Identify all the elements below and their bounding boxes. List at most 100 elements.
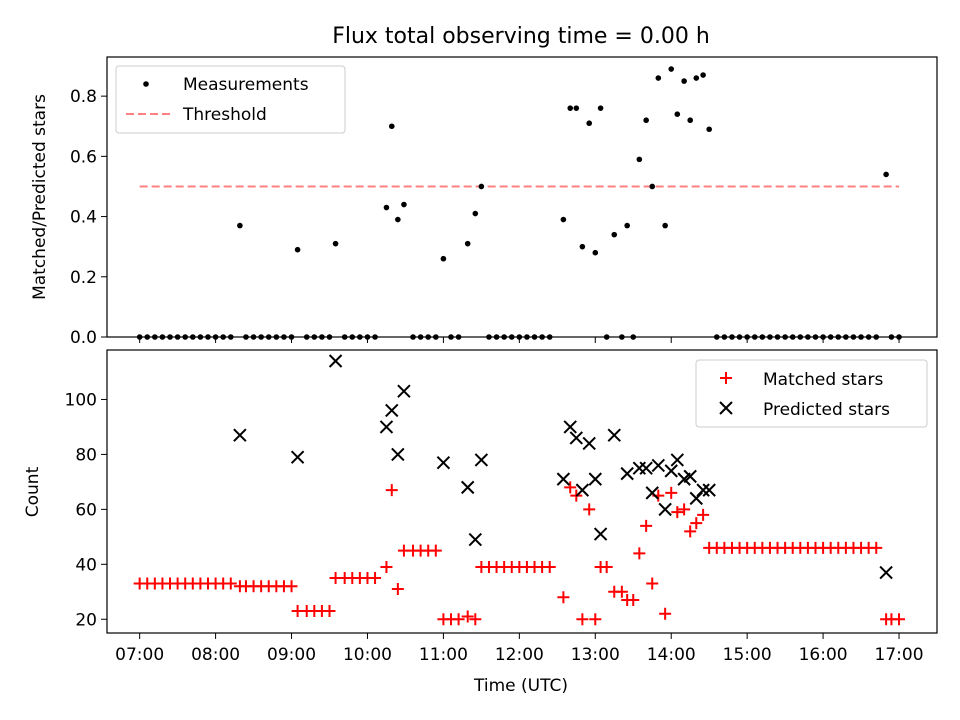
predicted-stars-point <box>328 354 343 368</box>
ratio-panel: 0.00.20.40.60.8 Matched/Predicted stars … <box>30 56 938 348</box>
measurement-point <box>478 183 485 190</box>
measurement-point <box>687 117 694 124</box>
matched-stars-point <box>369 572 382 585</box>
count-y-axis: 20 40 60 80 100 <box>65 390 107 630</box>
predicted-stars-point <box>702 483 716 497</box>
ratio-y-axis: 0.0 0.2 0.4 0.6 0.8 <box>70 87 107 348</box>
matched-stars-point <box>285 580 298 593</box>
measurement-point <box>643 117 649 124</box>
predicted-stars-point <box>664 464 678 478</box>
matched-stars-point <box>665 486 678 499</box>
y-tick-label: 0.4 <box>70 208 97 228</box>
matched-stars-point <box>557 591 570 604</box>
predicted-stars-point <box>563 420 577 434</box>
matched-stars-point <box>391 583 404 596</box>
measurement-point <box>579 243 586 250</box>
measurement-point <box>567 105 574 111</box>
ratio-y-axis-label: Matched/Predicted stars <box>30 94 50 300</box>
measurement-point <box>592 249 599 256</box>
x-tick-label: 17:00 <box>875 645 924 665</box>
measurement-point <box>440 255 447 262</box>
ratio-legend-box <box>115 65 346 134</box>
measurement-point <box>700 72 706 78</box>
predicted-stars-point <box>879 565 893 580</box>
predicted-stars-point <box>233 428 247 442</box>
y-tick-label: 0.0 <box>70 328 97 348</box>
predicted-stars-point <box>651 458 666 473</box>
measurement-point <box>597 105 604 111</box>
y-tick-label: 60 <box>75 500 97 520</box>
predicted-stars-point <box>575 483 590 497</box>
count-plot-area <box>133 354 906 626</box>
y-tick-label: 0.8 <box>70 87 97 107</box>
y-tick-label: 20 <box>75 610 97 630</box>
predicted-stars-point <box>658 502 672 517</box>
predicted-stars-point <box>379 420 394 434</box>
predicted-stars-point <box>391 447 405 462</box>
predicted-stars-point <box>620 466 634 481</box>
measurement-point <box>383 204 390 211</box>
measurement-point <box>560 216 567 223</box>
measurement-point <box>388 123 395 130</box>
legend-marker-measurements <box>143 81 149 87</box>
predicted-stars-point <box>683 469 697 484</box>
measurement-point <box>655 75 662 81</box>
matched-stars-point <box>684 525 697 538</box>
measurement-point <box>883 171 889 178</box>
measurement-point <box>674 111 681 118</box>
predicted-stars-point <box>588 472 602 486</box>
chart-title: Flux total observing time = 0.00 h <box>332 24 710 49</box>
count-legend: Matched stars Predicted stars <box>695 359 928 428</box>
count-x-axis: 07:00 08:00 09:00 10:00 11:00 12:00 13:00 14:00… <box>115 633 924 665</box>
matched-stars-point <box>690 517 703 530</box>
legend-label-measurements: Measurements <box>183 75 309 95</box>
matched-stars-point <box>646 577 659 590</box>
matched-stars-point <box>429 544 442 557</box>
measurement-point <box>395 216 401 223</box>
matched-stars-point <box>671 506 684 519</box>
matched-stars-point <box>576 613 589 626</box>
matched-stars-point <box>323 605 336 618</box>
count-y-axis-label: Count <box>23 466 43 517</box>
predicted-stars-point <box>290 450 305 464</box>
matched-stars-point <box>870 541 883 554</box>
measurement-point <box>472 210 479 217</box>
measurement-point <box>706 126 712 133</box>
y-tick-label: 80 <box>75 445 97 465</box>
measurement-point <box>237 222 243 229</box>
matched-stars-point <box>385 484 398 497</box>
ratio-x-axis <box>139 337 900 343</box>
measurement-point <box>636 156 643 163</box>
x-tick-label: 07:00 <box>115 645 164 665</box>
matched-stars-point <box>583 503 596 516</box>
predicted-stars-point <box>460 480 475 495</box>
measurement-point <box>586 120 593 127</box>
predicted-stars-point <box>436 455 451 470</box>
matched-stars-point <box>615 585 628 598</box>
measurement-point <box>662 222 668 229</box>
measurement-point <box>693 75 700 81</box>
predicted-stars-point <box>639 461 653 475</box>
predicted-stars-point <box>556 472 571 486</box>
measurement-point <box>464 240 471 247</box>
x-tick-label: 15:00 <box>723 645 772 665</box>
matched-stars-point <box>640 519 653 532</box>
matched-stars-point <box>678 503 691 516</box>
measurement-point <box>294 246 301 253</box>
x-tick-label: 16:00 <box>799 645 848 665</box>
legend-label-matched: Matched stars <box>763 370 883 390</box>
ratio-axes-frame <box>106 56 938 338</box>
y-tick-label: 100 <box>65 390 97 410</box>
predicted-stars-point <box>569 431 584 445</box>
x-tick-label: 11:00 <box>419 645 468 665</box>
matched-stars-point <box>564 481 577 494</box>
matched-stars-point <box>600 561 613 574</box>
x-tick-label: 13:00 <box>571 645 620 665</box>
measurement-point <box>624 222 630 229</box>
matched-stars-point <box>224 577 237 590</box>
predicted-stars-point <box>474 453 489 467</box>
measurement-point <box>649 183 656 190</box>
x-tick-label: 09:00 <box>267 645 316 665</box>
y-tick-label: 0.2 <box>70 268 97 288</box>
